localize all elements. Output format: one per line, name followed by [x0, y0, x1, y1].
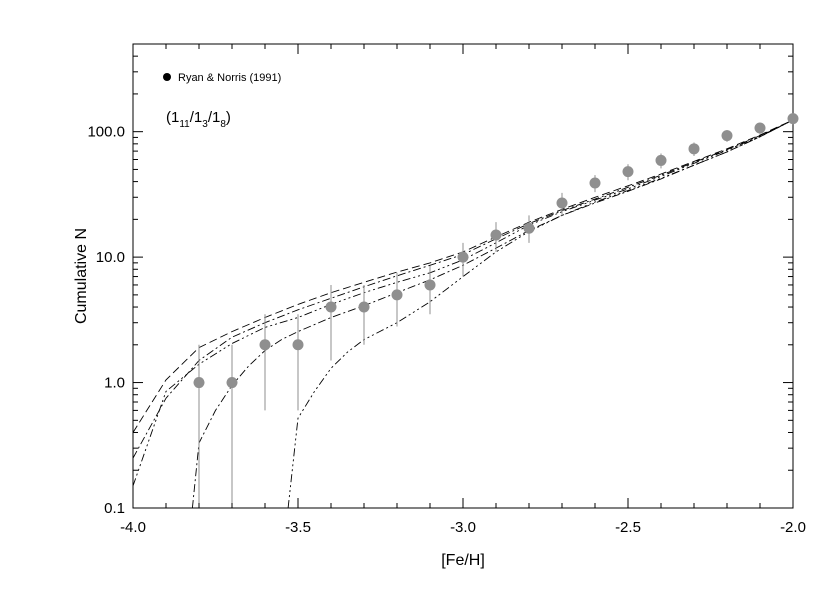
error-bars — [198, 113, 793, 508]
x-axis-title: [Fe/H] — [441, 552, 485, 569]
data-point — [259, 339, 271, 351]
data-points — [193, 113, 799, 389]
data-point — [787, 113, 799, 125]
annotation-sub-2: 3 — [202, 119, 208, 130]
annotation-sep-1: /1 — [190, 109, 203, 126]
x-axis: -4.0 -3.5 -3.0 -2.5 -2.0 — [120, 44, 806, 536]
data-point — [721, 130, 733, 142]
legend-marker — [163, 73, 171, 81]
x-tick-label: -3.0 — [450, 519, 476, 536]
data-point — [292, 339, 304, 351]
data-point — [490, 229, 502, 241]
data-point — [655, 154, 667, 166]
model-annotation: (111/13/18) — [166, 109, 231, 130]
data-point — [556, 197, 568, 209]
annotation-sub-1: 11 — [179, 119, 190, 130]
annotation-sep-2: /1 — [208, 109, 221, 126]
data-point — [754, 122, 766, 134]
data-point — [325, 301, 337, 313]
y-tick-label: 0.1 — [104, 500, 125, 517]
annotation-open: (1 — [166, 109, 179, 126]
plot-area — [132, 43, 799, 509]
data-point — [358, 301, 370, 313]
data-point — [457, 251, 469, 263]
legend: Ryan & Norris (1991) — [163, 72, 281, 84]
x-tick-label: -3.5 — [285, 519, 311, 536]
y-tick-label: 10.0 — [96, 249, 125, 266]
annotation-close: ) — [226, 109, 231, 126]
x-tick-label: -4.0 — [120, 519, 146, 536]
legend-label: Ryan & Norris (1991) — [178, 72, 281, 84]
data-point — [391, 289, 403, 301]
data-point — [193, 377, 205, 389]
data-point — [622, 166, 634, 178]
y-axis: 0.1 1.0 10.0 100.0 — [87, 43, 793, 517]
x-tick-label: -2.0 — [780, 519, 806, 536]
data-point — [589, 177, 601, 189]
annotation-sub-3: 8 — [220, 119, 226, 130]
y-axis-title: Cumulative N — [73, 228, 90, 324]
data-point — [523, 222, 535, 234]
x-tick-label: -2.5 — [615, 519, 641, 536]
data-point — [688, 143, 700, 155]
data-point — [424, 279, 436, 291]
y-tick-label: 1.0 — [104, 375, 125, 392]
model-curve-4 — [191, 119, 793, 508]
y-tick-label: 100.0 — [87, 124, 125, 141]
data-point — [226, 377, 238, 389]
